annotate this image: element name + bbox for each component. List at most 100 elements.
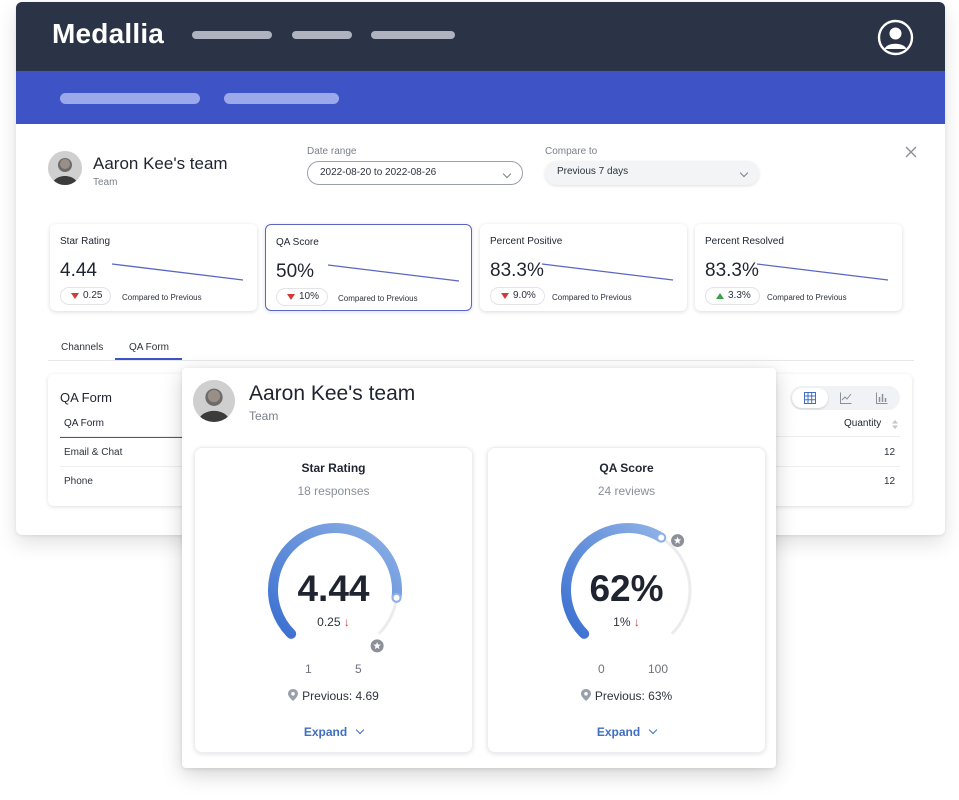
gauge-card-star-rating: Star Rating 18 responses 4.44 0.25 ↓ 1 5… xyxy=(194,447,473,753)
brand-logo[interactable]: Medallia xyxy=(52,18,165,49)
gauge-delta: 1% ↓ xyxy=(488,615,765,629)
compare-to-label: Compare to xyxy=(545,146,598,157)
kpi-delta-badge: 10% xyxy=(276,288,329,306)
gauge-card-subtitle: 18 responses xyxy=(297,484,370,498)
gauge-card-subtitle: 24 reviews xyxy=(597,484,656,498)
date-range-value: 2022-08-20 to 2022-08-26 xyxy=(320,167,437,178)
kpi-value: 83.3% xyxy=(705,260,759,281)
gauge-knob xyxy=(391,592,402,603)
person-photo-icon xyxy=(193,380,235,422)
kpi-delta-value: 10% xyxy=(299,291,320,302)
expand-label: Expand xyxy=(303,725,348,739)
sort-icon[interactable] xyxy=(892,420,898,429)
expand-label: Expand xyxy=(596,725,641,739)
arrow-down-icon: ↓ xyxy=(633,615,640,629)
top-navigation-bar: Medallia xyxy=(16,2,945,71)
gauge-max-label: 5 xyxy=(355,662,362,676)
tab-qa-form[interactable]: QA Form xyxy=(129,342,170,353)
arrow-down-icon xyxy=(287,294,295,300)
gauge-card-title: Star Rating xyxy=(301,461,366,475)
table-view-button[interactable] xyxy=(792,388,828,408)
gauge-card-qa-score: QA Score 24 reviews 62% 1% ↓ 0 100 Previ… xyxy=(487,447,766,753)
compare-to-select[interactable]: Previous 7 days xyxy=(545,161,759,185)
team-avatar xyxy=(48,151,82,185)
arrow-up-icon xyxy=(716,293,724,299)
close-icon[interactable] xyxy=(904,145,918,159)
gauge-value: 4.44 xyxy=(297,568,370,609)
arrow-down-icon xyxy=(501,293,509,299)
table-cell-quantity: 12 xyxy=(884,447,896,458)
trend-line-icon xyxy=(111,263,244,281)
chevron-down-icon xyxy=(355,725,365,735)
kpi-delta-value: 0.25 xyxy=(83,290,103,301)
tab-channels[interactable]: Channels xyxy=(61,342,104,353)
expand-button[interactable]: Expand xyxy=(488,725,765,739)
active-tab-indicator xyxy=(115,358,182,360)
nav-placeholder-3[interactable] xyxy=(371,31,455,39)
gauge-previous-value: Previous: 63% xyxy=(594,689,673,703)
team-summary-popup: Aaron Kee's team Team Star Rating 18 res… xyxy=(182,368,776,768)
gauge-min-label: 0 xyxy=(598,662,605,676)
column-header-quantity[interactable]: Quantity xyxy=(844,418,882,429)
gauge-fill xyxy=(268,523,402,639)
gauge-card-title: QA Score xyxy=(599,461,654,475)
kpi-delta-badge: 3.3% xyxy=(705,287,760,305)
table-grid-icon xyxy=(804,392,816,404)
kpi-compare-text: Compared to Previous xyxy=(122,293,202,302)
kpi-card-percent-positive[interactable]: Percent Positive 83.3% 9.0% Compared to … xyxy=(480,224,687,311)
kpi-card-qa-score[interactable]: QA Score 50% 10% Compared to Previous xyxy=(265,224,472,311)
team-title: Aaron Kee's team xyxy=(93,154,228,173)
gauge-previous: Previous: 63% xyxy=(488,689,765,703)
date-range-select[interactable]: 2022-08-20 to 2022-08-26 xyxy=(307,161,523,185)
gauge-knob xyxy=(656,532,667,543)
line-chart-view-button[interactable] xyxy=(828,388,864,408)
gauge-chart xyxy=(561,523,692,639)
kpi-delta-value: 9.0% xyxy=(513,290,536,301)
tabs-divider xyxy=(48,360,914,361)
gauge-min-label: 1 xyxy=(305,662,312,676)
subnav-placeholder-1[interactable] xyxy=(60,93,200,104)
chevron-down-icon xyxy=(648,725,658,735)
chevron-down-icon xyxy=(502,169,512,179)
gauge-max-label: 100 xyxy=(648,662,669,676)
gauge-fill xyxy=(561,523,667,639)
kpi-compare-text: Compared to Previous xyxy=(552,293,632,302)
gauge-value: 62% xyxy=(589,568,664,609)
expand-button[interactable]: Expand xyxy=(195,725,472,739)
line-chart-icon xyxy=(840,392,852,404)
arrow-down-icon xyxy=(71,293,79,299)
kpi-compare-text: Compared to Previous xyxy=(767,293,847,302)
nav-placeholder-1[interactable] xyxy=(192,31,272,39)
kpi-label: Percent Resolved xyxy=(705,236,784,247)
nav-placeholder-2[interactable] xyxy=(292,31,352,39)
arrow-down-icon: ↓ xyxy=(343,615,350,629)
team-role: Team xyxy=(93,177,118,188)
kpi-label: QA Score xyxy=(276,237,319,248)
table-cell-quantity: 12 xyxy=(884,476,896,487)
bar-chart-view-button[interactable] xyxy=(864,388,900,408)
kpi-value: 4.44 xyxy=(60,260,97,281)
kpi-value: 83.3% xyxy=(490,260,544,281)
table-cell-form: Phone xyxy=(64,476,93,487)
kpi-card-star-rating[interactable]: Star Rating 4.44 0.25 Compared to Previo… xyxy=(50,224,257,311)
column-header-qa-form[interactable]: QA Form xyxy=(64,418,105,429)
person-photo-icon xyxy=(48,151,82,185)
star-icon xyxy=(373,641,381,650)
location-pin-icon xyxy=(580,689,591,701)
trend-line-icon xyxy=(756,263,889,281)
kpi-delta-badge: 9.0% xyxy=(490,287,545,305)
gauge-chart xyxy=(268,523,402,653)
gauge-delta: 0.25 ↓ xyxy=(195,615,472,629)
kpi-delta-badge: 0.25 xyxy=(60,287,112,305)
gauge-delta-value: 0.25 xyxy=(317,615,341,629)
popup-team-title: Aaron Kee's team xyxy=(249,382,416,405)
trend-line-icon xyxy=(541,263,674,281)
secondary-navigation-bar xyxy=(16,71,945,124)
compare-to-value: Previous 7 days xyxy=(557,166,629,177)
chevron-down-icon xyxy=(739,168,749,178)
user-account-icon[interactable] xyxy=(877,19,914,56)
bar-chart-icon xyxy=(876,392,888,404)
panel-title: QA Form xyxy=(60,390,113,405)
subnav-placeholder-2[interactable] xyxy=(224,93,339,104)
kpi-card-percent-resolved[interactable]: Percent Resolved 83.3% 3.3% Compared to … xyxy=(695,224,902,311)
